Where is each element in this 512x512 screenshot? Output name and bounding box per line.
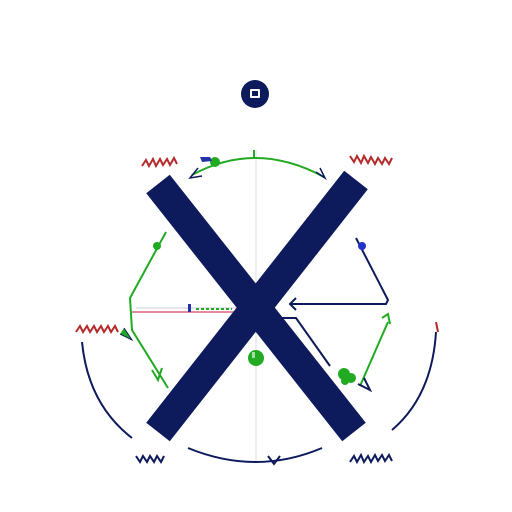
left-green-arrow xyxy=(151,367,163,383)
left-navy-arc xyxy=(81,341,133,439)
top-blue-tag-icon xyxy=(200,157,212,162)
label-top-right-scribble xyxy=(349,153,393,167)
right-navy-arrow xyxy=(357,377,373,393)
top-green-node xyxy=(210,157,220,167)
right-blue-node xyxy=(358,242,366,250)
top-green-arc xyxy=(191,157,325,178)
left-green-path xyxy=(128,231,169,389)
label-left-scribble xyxy=(75,324,119,334)
right-clover-icon xyxy=(338,368,356,385)
top-badge xyxy=(241,80,269,108)
x-stroke-2 xyxy=(146,170,368,442)
label-bottom-left-scribble xyxy=(135,454,165,464)
label-top-left-scribble xyxy=(141,155,178,169)
label-bottom-right-scribble xyxy=(349,452,393,465)
bottom-arc-arrow xyxy=(267,455,281,466)
right-navy-bracket xyxy=(290,237,390,305)
bottom-navy-arc xyxy=(187,447,323,463)
top-arc-arrow-right xyxy=(315,167,327,181)
right-bracket-arrow xyxy=(288,297,297,311)
right-green-path xyxy=(359,321,389,387)
right-navy-arc xyxy=(391,331,437,431)
left-green-node-top xyxy=(153,242,161,250)
left-node-arrow xyxy=(119,327,134,342)
x-mark xyxy=(146,170,368,442)
top-arc-arrow-left xyxy=(188,167,203,180)
left-line-marker xyxy=(188,304,191,312)
right-green-arrow-top xyxy=(381,312,391,325)
center-green-node xyxy=(248,350,264,366)
right-inner-navy-line xyxy=(280,317,331,367)
